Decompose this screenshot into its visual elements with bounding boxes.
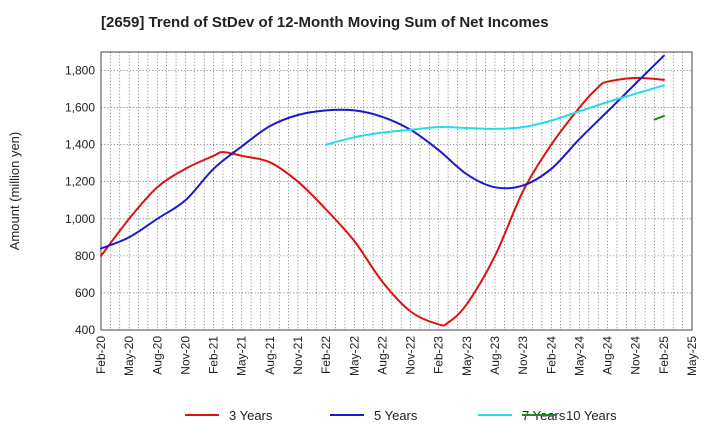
x-tick-label: Feb-24 (544, 336, 558, 374)
plot-frame (100, 51, 693, 331)
x-tick-label: Feb-21 (207, 336, 221, 374)
legend-label: 3 Years (229, 407, 273, 423)
x-tick-label: Feb-20 (94, 336, 108, 374)
legend-item: 3 Years (185, 404, 272, 426)
legend-label: 5 Years (374, 407, 418, 423)
y-tick-label: 600 (75, 286, 95, 300)
legend-swatch (330, 414, 364, 416)
x-tick-label: May-21 (235, 336, 249, 376)
x-tick-label: May-24 (572, 336, 586, 376)
y-tick-label: 1,000 (65, 212, 95, 226)
x-tick-label: Aug-20 (150, 336, 164, 375)
x-tick-label: Aug-23 (488, 336, 502, 375)
legend-label: 10 Years (566, 407, 617, 423)
x-tick-label: Feb-25 (657, 336, 671, 374)
legend-swatch (185, 414, 219, 416)
x-tick-label: Aug-21 (263, 336, 277, 375)
series-line-5-years (100, 54, 665, 250)
x-tick-label: May-20 (122, 336, 136, 376)
y-tick-label: 1,400 (65, 138, 95, 152)
legend-item: 5 Years (330, 404, 417, 426)
x-tick-label: Feb-22 (319, 336, 333, 374)
series-line-3-years (100, 76, 665, 327)
y-tick-label: 400 (75, 323, 95, 337)
y-tick-label: 1,800 (65, 64, 95, 78)
legend-item: 10 Years (522, 404, 617, 426)
x-tick-label: Nov-23 (516, 336, 530, 375)
x-tick-label: Nov-21 (291, 336, 305, 375)
series-line-10-years (653, 114, 665, 121)
x-tick-label: Aug-24 (601, 336, 615, 375)
x-tick-label: May-23 (460, 336, 474, 376)
y-tick-label: 1,600 (65, 101, 95, 115)
y-tick-label: 1,200 (65, 175, 95, 189)
plot-area (101, 52, 692, 330)
y-tick-label: 800 (75, 249, 95, 263)
x-tick-label: Nov-24 (629, 336, 643, 375)
x-tick-label: Feb-23 (432, 336, 446, 374)
x-tick-label: Aug-22 (375, 336, 389, 375)
x-tick-label: May-25 (685, 336, 699, 376)
series-line-7-years (325, 84, 665, 146)
chart-title: [2659] Trend of StDev of 12-Month Moving… (101, 14, 549, 31)
legend-swatch (522, 414, 556, 416)
x-tick-label: Nov-20 (178, 336, 192, 375)
x-tick-label: Nov-22 (404, 336, 418, 375)
legend-swatch (478, 414, 512, 416)
x-tick-label: May-22 (347, 336, 361, 376)
y-axis-label: Amount (million yen) (7, 132, 22, 251)
